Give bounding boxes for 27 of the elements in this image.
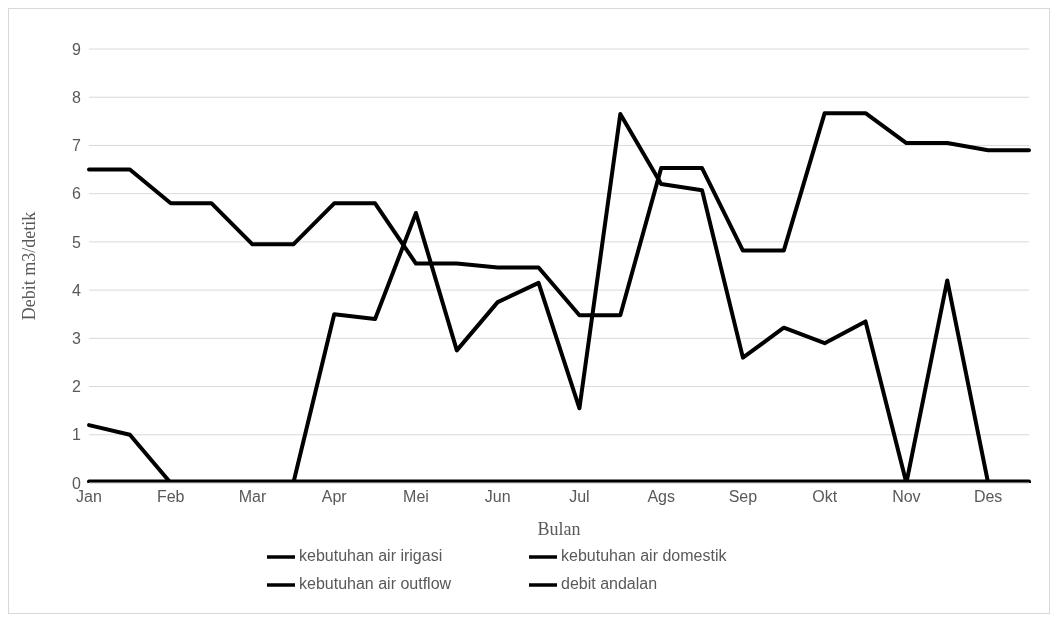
y-axis-title: Debit m3/detik [19,211,40,321]
y-tick-label: 2 [72,378,82,396]
y-tick-label: 1 [72,426,82,444]
x-tick-label: Apr [321,488,348,506]
y-tick-label: 4 [72,281,82,299]
x-tick-label: Okt [812,488,838,506]
x-tick-label: Jul [569,488,590,506]
x-tick-label: Mar [238,488,267,506]
x-tick-label: Mei [403,488,429,506]
y-tick-label: 5 [72,233,82,251]
legend-label: kebutuhan air outflow [299,575,453,594]
x-tick-label: Jan [76,488,102,506]
x-tick-label: Ags [647,488,675,506]
x-axis-title: Bulan [537,519,581,539]
x-tick-label: Sep [728,488,758,506]
y-tick-label: 7 [72,137,82,155]
x-tick-label: Feb [156,488,185,506]
legend-label: kebutuhan air domestik [561,547,728,566]
y-tick-label: 3 [72,330,82,348]
y-tick-label: 6 [72,185,82,203]
legend-label: debit andalan [561,575,659,594]
x-tick-label: Nov [892,488,921,506]
y-tick-label: 8 [72,88,82,106]
x-tick-label: Des [973,488,1003,506]
x-tick-label: Jun [484,488,511,506]
legend-label: kebutuhan air irigasi [299,547,444,566]
y-tick-label: 9 [72,40,82,58]
